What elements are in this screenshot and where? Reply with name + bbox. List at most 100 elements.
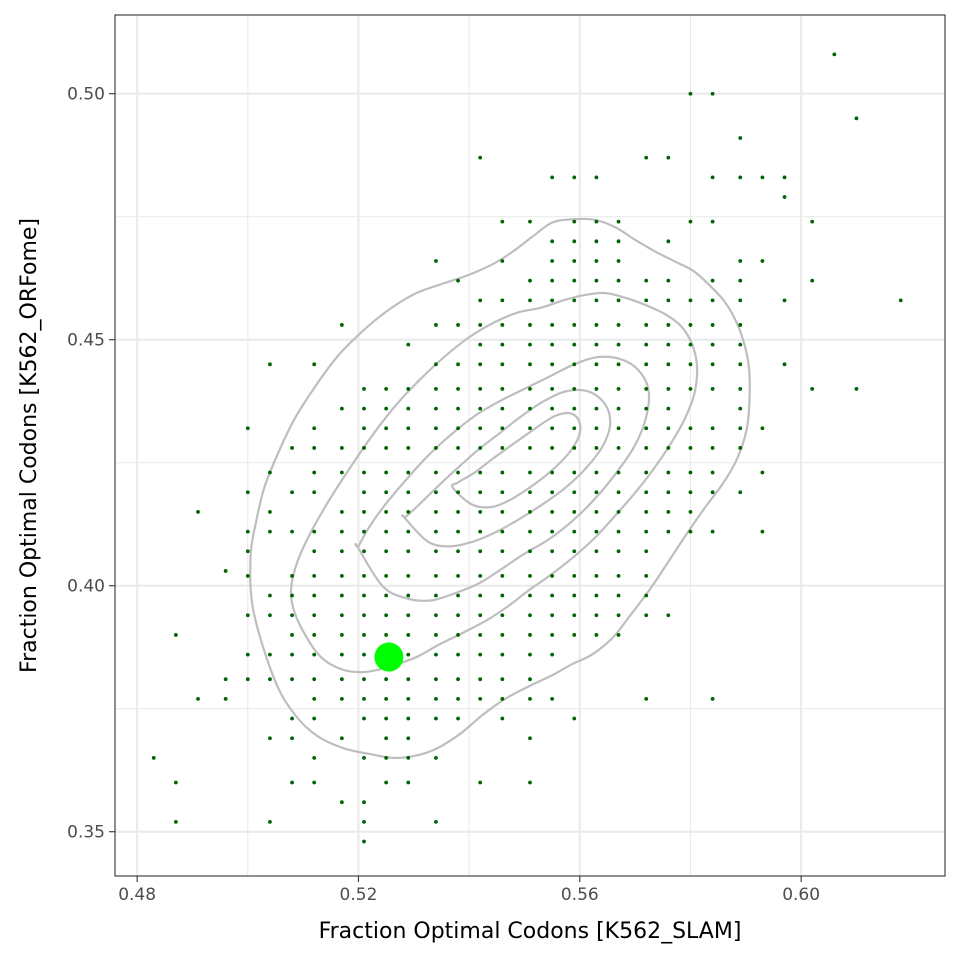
data-point bbox=[710, 387, 715, 391]
data-point bbox=[760, 426, 765, 431]
data-point bbox=[290, 573, 294, 578]
data-points bbox=[151, 52, 903, 844]
data-point bbox=[339, 510, 344, 514]
data-point bbox=[339, 406, 344, 411]
density-contour-5 bbox=[450, 411, 582, 509]
data-point bbox=[666, 155, 671, 160]
data-point bbox=[782, 298, 787, 303]
data-point bbox=[290, 780, 294, 785]
data-point bbox=[196, 510, 200, 514]
data-point bbox=[644, 593, 649, 598]
data-point bbox=[616, 510, 621, 514]
data-point bbox=[290, 613, 294, 618]
data-point bbox=[666, 278, 671, 283]
data-point bbox=[572, 259, 577, 263]
data-point bbox=[500, 426, 505, 431]
data-point bbox=[710, 426, 715, 431]
data-point bbox=[478, 387, 483, 391]
data-point bbox=[478, 529, 483, 534]
data-point bbox=[406, 549, 411, 554]
data-point bbox=[339, 652, 344, 657]
data-point bbox=[594, 342, 599, 347]
data-point bbox=[245, 677, 250, 682]
data-point bbox=[644, 490, 649, 495]
data-point bbox=[616, 593, 621, 598]
data-point bbox=[406, 573, 411, 578]
data-point bbox=[456, 446, 460, 450]
data-point bbox=[688, 219, 693, 224]
data-point bbox=[406, 593, 411, 598]
data-point bbox=[550, 529, 555, 534]
data-point bbox=[710, 323, 715, 327]
data-point bbox=[268, 510, 272, 514]
data-point bbox=[434, 259, 438, 263]
data-point bbox=[528, 593, 532, 598]
data-point bbox=[666, 406, 671, 411]
data-point bbox=[644, 278, 649, 283]
data-point bbox=[434, 446, 438, 450]
data-point bbox=[688, 342, 693, 347]
data-point bbox=[666, 342, 671, 347]
data-point bbox=[738, 136, 743, 140]
data-point bbox=[550, 593, 555, 598]
y-tick-label: 0.40 bbox=[67, 577, 105, 597]
data-point bbox=[644, 426, 649, 431]
data-point bbox=[456, 387, 460, 391]
data-point bbox=[478, 696, 483, 701]
data-point bbox=[666, 446, 671, 450]
data-point bbox=[760, 470, 765, 475]
data-point bbox=[500, 259, 505, 263]
data-point bbox=[434, 819, 438, 824]
data-point bbox=[362, 800, 366, 805]
data-point bbox=[478, 362, 483, 367]
x-tick-label: 0.52 bbox=[340, 885, 378, 905]
data-point bbox=[500, 510, 505, 514]
data-point bbox=[339, 470, 344, 475]
data-point bbox=[151, 756, 156, 760]
data-point bbox=[434, 549, 438, 554]
data-point bbox=[832, 52, 837, 57]
data-point bbox=[710, 446, 715, 450]
data-point bbox=[290, 490, 294, 495]
data-point bbox=[500, 593, 505, 598]
data-point bbox=[245, 573, 250, 578]
data-point bbox=[456, 677, 460, 682]
data-point bbox=[710, 529, 715, 534]
data-point bbox=[710, 91, 715, 96]
data-point bbox=[500, 490, 505, 495]
data-point bbox=[500, 633, 505, 637]
data-point bbox=[478, 593, 483, 598]
x-tick-label: 0.60 bbox=[782, 885, 820, 905]
data-point bbox=[550, 446, 555, 450]
data-point bbox=[810, 387, 815, 391]
data-point bbox=[384, 549, 389, 554]
data-point bbox=[710, 219, 715, 224]
data-point bbox=[616, 342, 621, 347]
data-point bbox=[362, 446, 366, 450]
data-point bbox=[688, 490, 693, 495]
data-point bbox=[312, 362, 317, 367]
data-point bbox=[572, 362, 577, 367]
data-point bbox=[478, 613, 483, 618]
data-point bbox=[572, 406, 577, 411]
data-point bbox=[572, 490, 577, 495]
axes: 0.48 0.52 0.56 0.60 0.35 0.40 0.45 0.50 bbox=[67, 85, 820, 905]
data-point bbox=[760, 259, 765, 263]
data-point bbox=[528, 510, 532, 514]
data-point bbox=[339, 549, 344, 554]
data-point bbox=[572, 278, 577, 283]
data-point bbox=[173, 633, 178, 637]
data-point bbox=[500, 342, 505, 347]
data-point bbox=[616, 426, 621, 431]
data-point bbox=[384, 593, 389, 598]
data-point bbox=[644, 155, 649, 160]
data-point bbox=[478, 780, 483, 785]
data-point bbox=[500, 573, 505, 578]
data-point bbox=[406, 716, 411, 721]
data-point bbox=[362, 613, 366, 618]
data-point bbox=[339, 736, 344, 741]
y-tick-label: 0.50 bbox=[67, 85, 105, 105]
data-point bbox=[245, 490, 250, 495]
data-point bbox=[456, 323, 460, 327]
